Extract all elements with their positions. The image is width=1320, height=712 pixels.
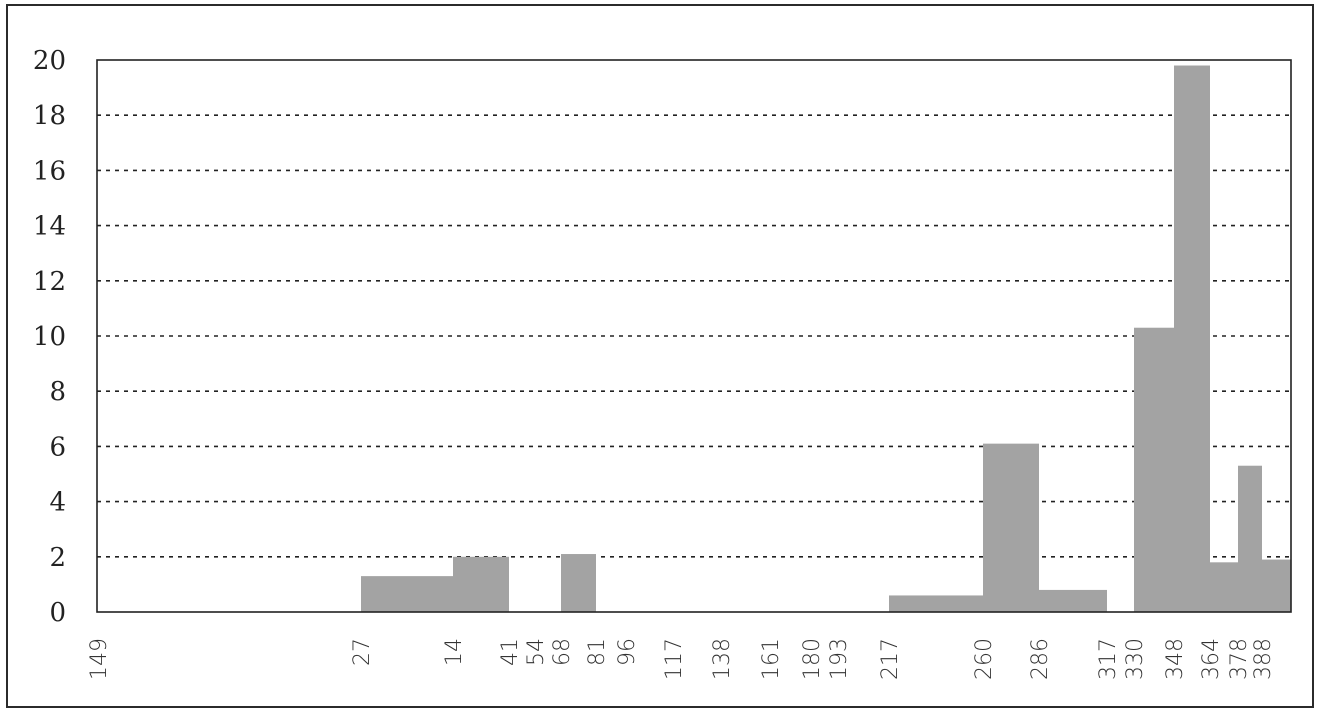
x-tick-label: 27 [350, 638, 375, 666]
bar [889, 595, 983, 612]
x-tick-label: 41 [498, 638, 523, 666]
y-tick-label: 18 [33, 101, 66, 131]
x-tick-label: 217 [878, 638, 903, 680]
y-tick-label: 4 [49, 488, 66, 518]
x-tick-label: 260 [972, 638, 997, 680]
x-tick-label: 54 [524, 638, 549, 666]
y-tick-label: 12 [33, 267, 66, 297]
x-tick-label: 14 [442, 638, 467, 666]
bar [453, 556, 509, 612]
bar [1238, 465, 1262, 612]
bar [1134, 327, 1174, 612]
y-tick-label: 20 [33, 46, 66, 76]
x-tick-label: 286 [1028, 638, 1053, 680]
y-tick-label: 0 [49, 598, 66, 628]
bar [1210, 562, 1238, 612]
x-tick-label: 388 [1251, 638, 1276, 680]
x-tick-label: 330 [1123, 638, 1148, 680]
bar [561, 554, 596, 612]
x-tick-label: 193 [827, 638, 852, 680]
x-tick-label: 378 [1227, 638, 1252, 680]
x-tick-label: 149 [87, 638, 112, 680]
bar [361, 576, 453, 612]
x-tick-label: 117 [662, 638, 687, 680]
y-tick-label: 6 [49, 432, 66, 462]
x-tick-label: 138 [710, 638, 735, 680]
x-tick-label: 348 [1163, 638, 1188, 680]
x-tick-label: 317 [1096, 638, 1121, 680]
x-tick-label: 180 [800, 638, 825, 680]
bar [1174, 65, 1210, 612]
x-tick-label: 364 [1199, 638, 1224, 680]
y-tick-label: 16 [33, 156, 66, 186]
bar [983, 443, 1039, 612]
y-tick-label: 10 [33, 322, 66, 352]
bar [1039, 589, 1107, 612]
x-tick-label: 68 [550, 638, 575, 666]
x-tick-label: 96 [615, 638, 640, 666]
bar [1262, 559, 1291, 612]
y-tick-label: 8 [49, 377, 66, 407]
y-tick-label: 14 [33, 212, 66, 242]
x-tick-label: 81 [585, 638, 610, 666]
y-tick-label: 2 [49, 543, 66, 573]
plot-border [96, 59, 1292, 613]
x-tick-label: 161 [759, 638, 784, 680]
